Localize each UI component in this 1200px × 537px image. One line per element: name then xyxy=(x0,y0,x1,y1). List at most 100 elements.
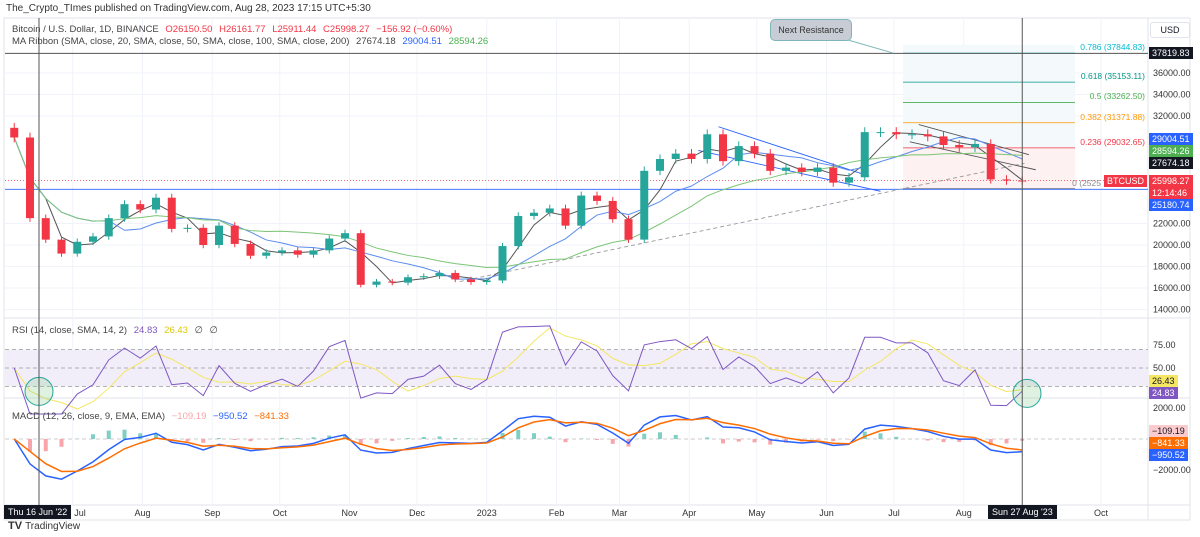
macd-histogram-bar xyxy=(421,436,426,439)
candle xyxy=(671,153,680,159)
macd-histogram-bar xyxy=(500,432,505,439)
macd-histogram-bar xyxy=(658,432,662,439)
rsi-tick-label: 50.00 xyxy=(1153,363,1176,373)
macd-histogram-bar xyxy=(59,439,64,447)
macd-histogram-bar xyxy=(532,433,536,439)
macd-legend: MACD (12, 26, close, 9, EMA, EMA) −109.1… xyxy=(12,411,293,422)
macd-histogram-bar xyxy=(232,439,237,440)
candle xyxy=(183,227,192,229)
macd-tick-label: −2000.00 xyxy=(1153,465,1191,475)
price-tick-label: 16000.00 xyxy=(1153,283,1191,293)
callout-pointer xyxy=(847,39,894,54)
price-tick-label: 18000.00 xyxy=(1153,262,1191,272)
candle xyxy=(797,167,806,172)
candle xyxy=(26,137,34,219)
macd-histogram-bar xyxy=(610,439,615,444)
candle xyxy=(545,208,554,213)
time-tick-label: Oct xyxy=(1094,508,1109,518)
close-value: C25998.27 xyxy=(323,24,370,35)
candle xyxy=(246,243,255,256)
rsi-legend: RSI (14, close, SMA, 14, 2) 24.83 26.43 … xyxy=(12,325,222,336)
price-tag: 29004.51 xyxy=(1149,132,1193,145)
macd-histogram-bar xyxy=(217,438,221,439)
brand-name: TradingView xyxy=(25,520,81,532)
macd-histogram-bar xyxy=(815,439,820,440)
macd-histogram-bar xyxy=(437,436,442,439)
macd-histogram-bar xyxy=(563,439,568,443)
candle xyxy=(766,153,775,171)
candle xyxy=(939,136,948,146)
candle xyxy=(656,159,664,171)
candle xyxy=(136,204,145,210)
rsi-title: RSI (14, close, SMA, 14, 2) xyxy=(12,325,128,336)
time-tick-label: Feb xyxy=(549,508,565,518)
macd-histogram-bar xyxy=(862,431,867,439)
macd-hist-value: −109.19 xyxy=(171,411,207,422)
candle xyxy=(356,233,365,285)
candle xyxy=(986,143,995,180)
candle xyxy=(278,250,286,253)
ma50-value: 29004.51 xyxy=(402,36,442,47)
macd-histogram-bar xyxy=(248,439,253,442)
candle xyxy=(593,195,601,201)
fib-label-0.236: 0.236 (29032.65) xyxy=(1080,136,1145,147)
macd-histogram-bar xyxy=(736,439,741,442)
trendline xyxy=(718,126,870,177)
bar-countdown: 12:14:46 xyxy=(1152,187,1188,198)
fib-label-0: 0 (2525 xyxy=(1072,177,1101,188)
macd-histogram-bar xyxy=(28,439,32,452)
candle xyxy=(293,250,302,255)
candle xyxy=(262,252,271,256)
time-tick-label: Oct xyxy=(273,508,288,518)
tv-logo-icon: TV xyxy=(8,520,23,532)
publisher-line: The_Crypto_TImes published on TradingVie… xyxy=(6,3,371,14)
macd-histogram-bar xyxy=(595,439,599,441)
macd-histogram-bar xyxy=(957,439,962,442)
candle xyxy=(215,225,223,245)
rsi-value-tag: 26.43 xyxy=(1149,375,1178,387)
ma-title: MA Ribbon (SMA, close, 20, SMA, close, 5… xyxy=(12,36,350,47)
low-value: L25911.44 xyxy=(272,24,317,35)
change-value: −156.92 (−0.60%) xyxy=(376,24,453,35)
macd-histogram-bar xyxy=(343,435,347,439)
ma20-line xyxy=(13,132,1023,284)
macd-signal-value: −841.33 xyxy=(254,411,289,422)
macd-histogram-bar xyxy=(91,434,95,439)
candle xyxy=(719,134,727,162)
macd-histogram-bar xyxy=(327,435,332,439)
symbol-tag: BTCUSD xyxy=(1104,174,1148,187)
macd-histogram-bar xyxy=(280,437,284,439)
candle xyxy=(876,132,885,134)
rsi-line xyxy=(13,325,1023,415)
macd-value-tag: −841.33 xyxy=(1149,437,1188,449)
time-tick-label: Mar xyxy=(612,508,628,518)
high-value: H26161.77 xyxy=(219,24,266,35)
macd-histogram-bar xyxy=(878,433,883,439)
candle xyxy=(923,134,932,137)
macd-histogram-bar xyxy=(406,438,410,439)
next-resistance-callout[interactable]: Next Resistance xyxy=(770,19,852,41)
macd-histogram-bar xyxy=(453,437,458,439)
ma100-value: 28594.26 xyxy=(448,36,489,47)
currency-button[interactable]: USD xyxy=(1150,22,1190,38)
fib-label-0.5: 0.5 (33262.50) xyxy=(1089,91,1145,102)
tradingview-logo[interactable]: TV TradingView xyxy=(8,520,80,532)
macd-histogram-bar xyxy=(642,433,647,439)
candle xyxy=(482,280,491,283)
candle xyxy=(734,146,743,162)
price-tag: 27674.18 xyxy=(1149,156,1193,169)
time-tick-label: Aug xyxy=(134,508,150,518)
candle xyxy=(309,250,318,255)
candle xyxy=(199,227,208,245)
macd-histogram-bar xyxy=(185,439,190,442)
time-tick-label: May xyxy=(748,508,766,518)
candle xyxy=(230,225,239,244)
trendline xyxy=(459,162,1025,282)
candle xyxy=(845,177,853,183)
macd-histogram-bar xyxy=(925,439,930,441)
macd-histogram-bar xyxy=(705,437,710,439)
macd-histogram-bar xyxy=(768,439,773,445)
candle xyxy=(561,208,570,226)
macd-histogram-bar xyxy=(43,439,48,452)
